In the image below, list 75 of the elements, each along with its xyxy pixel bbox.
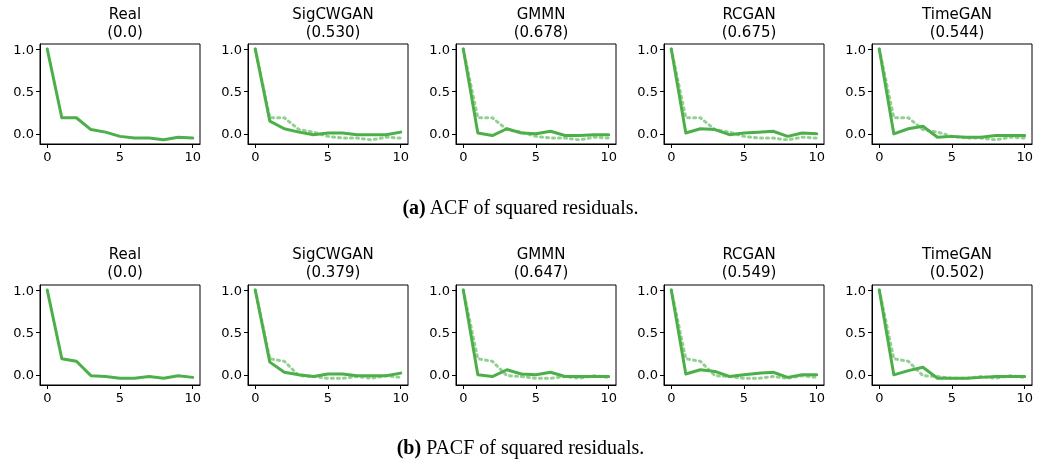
- y-tick-label: 0.5: [221, 83, 242, 99]
- y-tick-label: 0.5: [637, 324, 658, 340]
- x-tick-label: 10: [1016, 149, 1033, 164]
- x-tick-label: 5: [947, 149, 957, 164]
- y-tick-label: 1.0: [429, 41, 450, 57]
- chart-title: SigCWGAN (0.530): [292, 5, 374, 41]
- y-tick-label: 1.0: [221, 282, 242, 298]
- y-tick-label: 0.0: [845, 367, 866, 383]
- x-tick-label: 10: [600, 390, 617, 405]
- chart-title: SigCWGAN (0.379): [292, 245, 374, 281]
- x-tick-label: 0: [459, 390, 468, 405]
- y-tick-label: 1.0: [637, 282, 658, 298]
- y-tick-label: 1.0: [845, 41, 866, 57]
- y-tick-label: 0.0: [429, 367, 450, 383]
- x-tick-label: 5: [115, 390, 125, 405]
- chart-title: RCGAN (0.675): [721, 5, 777, 41]
- chart-title: RCGAN (0.549): [721, 245, 777, 281]
- y-tick-label: 0.0: [13, 367, 34, 383]
- y-tick-label: 0.0: [845, 126, 866, 142]
- y-tick-label: 0.0: [221, 126, 242, 142]
- y-tick-label: 0.5: [221, 324, 242, 340]
- x-tick-label: 10: [184, 390, 201, 405]
- y-tick-label: 1.0: [221, 41, 242, 57]
- text: (b) PACF of squared residuals.: [395, 436, 646, 459]
- x-tick-label: 10: [808, 390, 825, 405]
- x-tick-label: 0: [459, 149, 468, 164]
- chart-title: TimeGAN (0.544): [921, 5, 992, 41]
- x-tick-label: 5: [739, 390, 749, 405]
- x-tick-label: 0: [43, 149, 52, 164]
- y-tick-label: 0.0: [637, 367, 658, 383]
- chart-title: TimeGAN (0.502): [921, 245, 992, 281]
- y-tick-label: 0.0: [637, 126, 658, 142]
- y-tick-label: 0.0: [429, 126, 450, 142]
- chart-title: Real (0.0): [107, 245, 143, 281]
- y-tick-label: 0.5: [429, 83, 450, 99]
- line-series: [45, 47, 195, 142]
- y-tick-label: 1.0: [429, 282, 450, 298]
- y-tick-label: 0.5: [637, 83, 658, 99]
- x-tick-label: 0: [251, 149, 260, 164]
- x-tick-label: 0: [875, 390, 884, 405]
- x-tick-label: 5: [115, 149, 125, 164]
- chart-title: GMMN (0.678): [513, 5, 569, 41]
- y-tick-label: 0.5: [13, 324, 34, 340]
- x-tick-label: 10: [1016, 390, 1033, 405]
- x-tick-label: 5: [323, 149, 333, 164]
- text: (a) ACF of squared residuals.: [401, 196, 640, 219]
- x-tick-label: 10: [808, 149, 825, 164]
- x-tick-label: 0: [667, 149, 676, 164]
- x-tick-label: 5: [947, 390, 957, 405]
- y-tick-label: 0.5: [13, 83, 34, 99]
- x-tick-label: 0: [875, 149, 884, 164]
- x-tick-label: 5: [323, 390, 333, 405]
- x-tick-label: 5: [739, 149, 749, 164]
- y-tick-label: 1.0: [637, 41, 658, 57]
- y-tick-label: 0.5: [429, 324, 450, 340]
- x-tick-label: 10: [184, 149, 201, 164]
- y-tick-label: 1.0: [845, 282, 866, 298]
- y-tick-label: 0.5: [845, 324, 866, 340]
- x-tick-label: 0: [43, 390, 52, 405]
- y-tick-label: 0.0: [221, 367, 242, 383]
- x-tick-label: 10: [392, 390, 409, 405]
- x-tick-label: 10: [392, 149, 409, 164]
- x-tick-label: 5: [531, 149, 541, 164]
- x-tick-label: 10: [600, 149, 617, 164]
- y-tick-label: 0.0: [13, 126, 34, 142]
- chart-title: GMMN (0.647): [513, 245, 569, 281]
- y-tick-label: 1.0: [13, 282, 34, 298]
- y-tick-label: 0.5: [845, 83, 866, 99]
- line-series: [45, 288, 195, 380]
- chart-title: Real (0.0): [107, 5, 143, 41]
- x-tick-label: 0: [251, 390, 260, 405]
- y-tick-label: 1.0: [13, 41, 34, 57]
- line-series: [877, 288, 1027, 380]
- x-tick-label: 5: [531, 390, 541, 405]
- x-tick-label: 0: [667, 390, 676, 405]
